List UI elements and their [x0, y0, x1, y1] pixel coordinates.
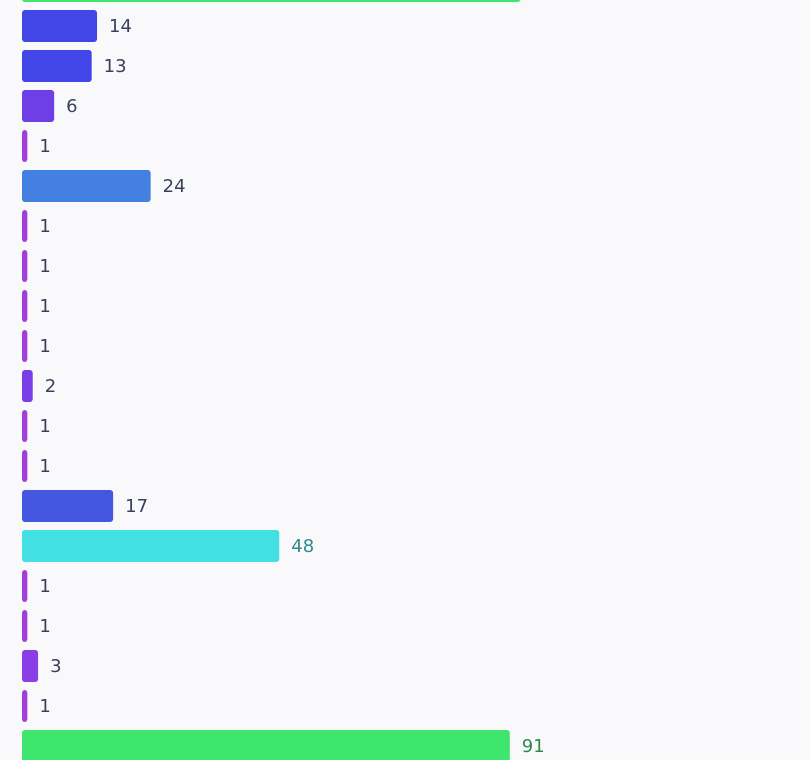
bar: [22, 370, 33, 402]
value-label: 1: [39, 696, 50, 717]
bar: [22, 570, 28, 602]
value-label: 3: [50, 656, 61, 677]
bar: [22, 170, 151, 202]
bar: [22, 210, 28, 242]
value-label: 1: [39, 616, 50, 637]
value-label: 1: [39, 296, 50, 317]
value-label: 1: [39, 336, 50, 357]
bar: [22, 610, 28, 642]
bar: [22, 490, 114, 522]
value-label: 14: [109, 16, 132, 37]
bar: [22, 90, 55, 122]
value-label: 1: [39, 136, 50, 157]
bar: [22, 10, 98, 42]
bar: [22, 250, 28, 282]
value-label: 1: [39, 256, 50, 277]
value-label: 2: [45, 376, 56, 397]
value-label: 91: [522, 736, 545, 757]
bar: [22, 650, 39, 682]
value-label: 1: [39, 416, 50, 437]
bar: [22, 450, 28, 482]
bar: [22, 410, 28, 442]
value-label: 1: [39, 216, 50, 237]
bar: [22, 730, 510, 760]
bar: [22, 0, 521, 2]
value-label: 48: [291, 536, 314, 557]
bar: [22, 530, 280, 562]
bar: [22, 690, 28, 722]
bar: [22, 130, 28, 162]
bar: [22, 330, 28, 362]
value-label: 1: [39, 456, 50, 477]
bar: [22, 290, 28, 322]
value-label: 17: [125, 496, 148, 517]
value-label: 13: [104, 56, 127, 77]
value-label: 6: [66, 96, 77, 117]
value-label: 1: [39, 576, 50, 597]
value-label: 24: [163, 176, 186, 197]
bar: [22, 50, 92, 82]
